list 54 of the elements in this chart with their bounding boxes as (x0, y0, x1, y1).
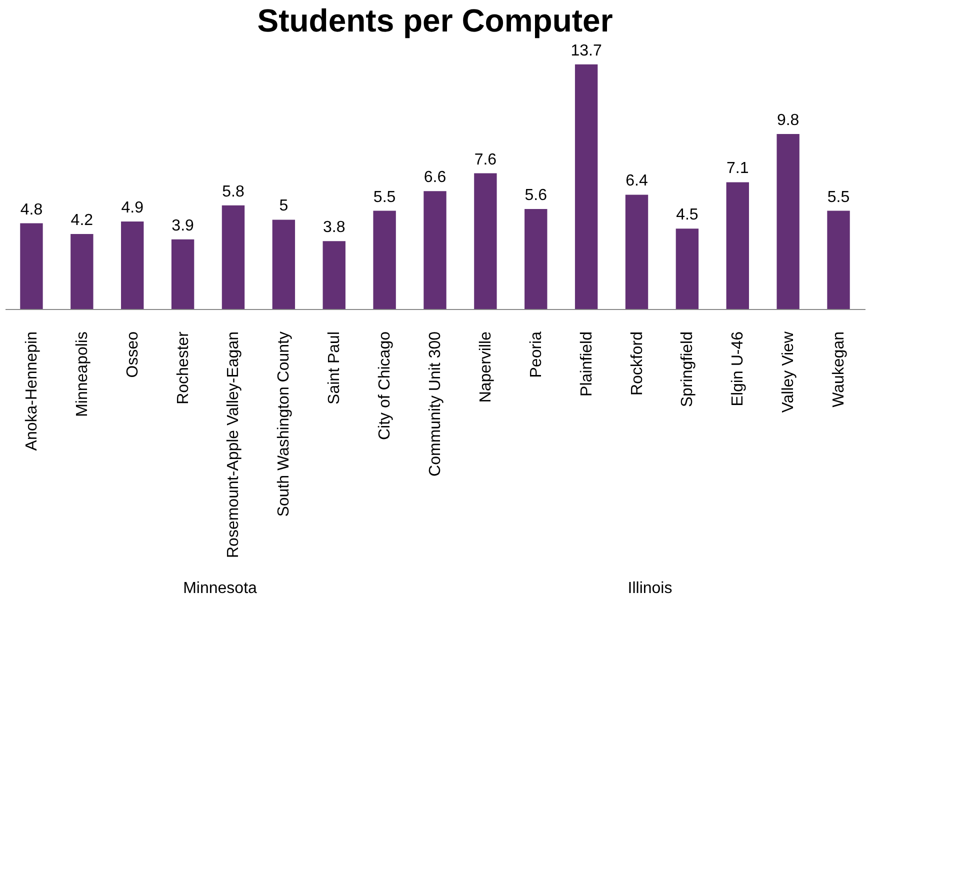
bar (373, 210, 396, 309)
bar (474, 173, 497, 309)
x-tick-label: South Washington County (276, 332, 293, 517)
data-label: 4.5 (676, 206, 698, 224)
bar (524, 209, 548, 309)
x-tick-label: Rockford (628, 332, 646, 396)
x-tick-label: Naperville (477, 331, 494, 403)
x-tick-label: Rochester (174, 330, 192, 404)
bar (70, 234, 94, 309)
data-label: 5.8 (222, 183, 244, 200)
data-label: 4.8 (20, 201, 43, 218)
x-tick-label: Peoria (528, 331, 545, 378)
bar (827, 210, 850, 309)
bar (222, 205, 245, 309)
data-label: 5.5 (827, 188, 850, 206)
x-tick-label: Osseo (124, 331, 142, 378)
bar (574, 64, 598, 309)
bar (776, 134, 800, 309)
x-tick-label: Saint Paul (326, 332, 344, 404)
data-label: 5.6 (524, 187, 548, 204)
x-tick-label: Springfield (679, 332, 696, 408)
data-label: 7.6 (474, 151, 497, 168)
bar (676, 228, 699, 309)
bar (322, 241, 346, 309)
data-label: 9.8 (776, 112, 800, 129)
text: Illinois (628, 580, 672, 597)
data-label: 4.9 (121, 200, 144, 216)
data-label: 5.5 (373, 188, 396, 206)
x-tick-label: Valley View (780, 331, 798, 413)
bar (625, 194, 648, 309)
x-tick-label: Anoka-Hennepin (23, 332, 40, 451)
data-label: 3.9 (172, 217, 194, 234)
x-tick-label: Community Unit 300 (427, 331, 444, 476)
bar (272, 220, 296, 309)
chart-title: Students per Computer (257, 2, 613, 38)
data-label: 4.2 (70, 212, 94, 229)
x-tick-label: Elgin U-46 (730, 331, 747, 406)
bar (20, 223, 43, 309)
data-label: 7.1 (726, 160, 749, 178)
bar (171, 239, 194, 309)
bar (726, 182, 749, 309)
x-tick-label: Minneapolis (74, 332, 91, 417)
bar (424, 191, 446, 309)
data-label: 13.7 (570, 42, 602, 60)
data-label: 6.6 (424, 169, 446, 186)
x-tick-label: Rosemount-Apple Valley-Eagan (225, 332, 242, 558)
data-label: 3.8 (322, 219, 346, 236)
data-label: 5 (279, 198, 288, 215)
data-label: 6.4 (626, 172, 648, 190)
x-tick-label: City of Chicago (376, 331, 394, 440)
x-tick-label: Plainfield (578, 332, 596, 396)
text: Minnesota (183, 580, 258, 597)
bar (121, 222, 144, 309)
x-tick-label: Waukegan (830, 332, 848, 408)
